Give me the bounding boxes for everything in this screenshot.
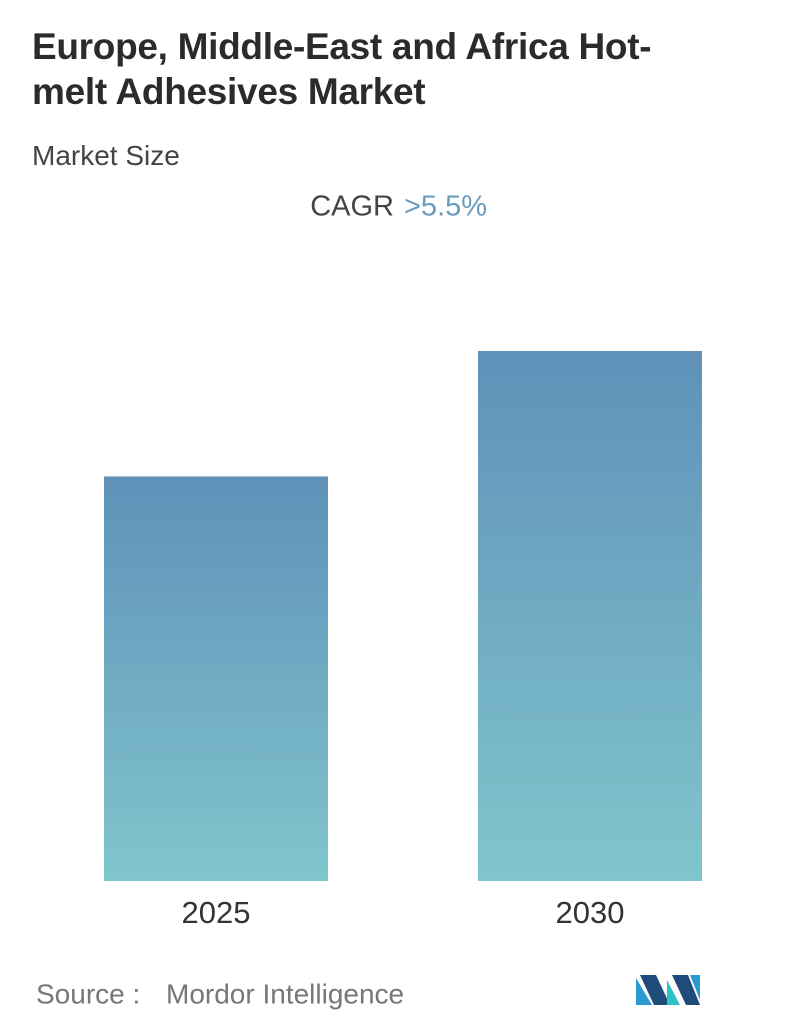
bar bbox=[478, 351, 702, 881]
chart-subtitle: Market Size bbox=[32, 140, 180, 171]
source-label: Source : bbox=[36, 978, 140, 1009]
source: Mordor Intelligence bbox=[166, 978, 404, 1009]
chart-title: Europe, Middle-East and Africa Hot-melt … bbox=[32, 26, 652, 113]
x-tick-label: 2025 bbox=[182, 895, 251, 930]
bar bbox=[104, 476, 328, 881]
logo bbox=[636, 975, 700, 1005]
cagr-value: >5.5% bbox=[404, 191, 487, 223]
x-tick-label: 2030 bbox=[556, 895, 625, 930]
cagr-label: CAGR bbox=[310, 191, 394, 223]
